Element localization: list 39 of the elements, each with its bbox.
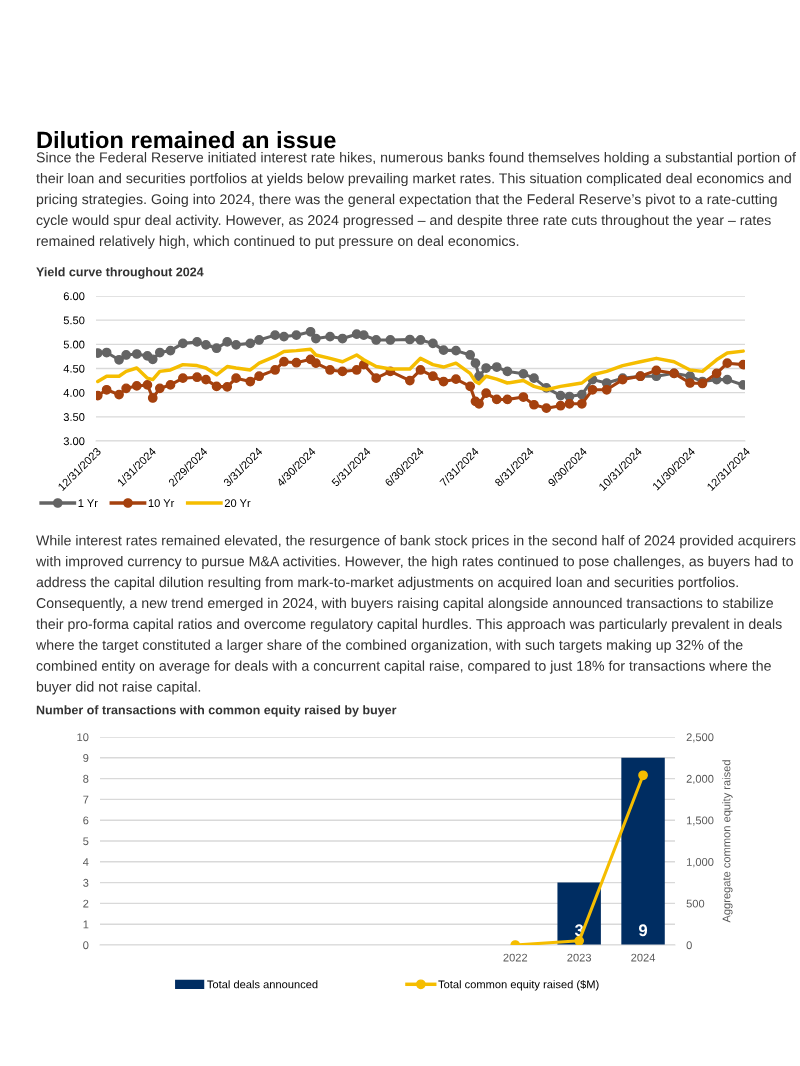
data-label: 9: [639, 924, 648, 937]
y-tick-label: 5.00: [63, 340, 85, 349]
y2-tick-label: 1,500: [686, 816, 714, 826]
y-tick-label: 5.50: [63, 316, 85, 325]
legend-label: Total deals announced: [207, 980, 318, 989]
y-tick-label: 0: [83, 941, 89, 950]
text: Dilution remained an issue: [37, 131, 336, 149]
x-tick-label: 2022: [503, 953, 528, 962]
y2-axis-title: Aggregate common equity raised: [722, 760, 733, 923]
y2-tick-label: 1,000: [686, 858, 714, 868]
y-tick-label: 4.00: [63, 388, 85, 397]
y-tick-label: 3: [83, 878, 89, 887]
y-tick-label: 7: [83, 795, 89, 804]
y2-tick-label: 2,500: [686, 733, 714, 743]
chart-title: Number of transactions with common equity raised by buyer: [36, 705, 397, 717]
y-tick-label: 1: [83, 920, 89, 929]
legend-label: 10 Yr: [148, 499, 175, 508]
y-tick-label: 2: [83, 899, 89, 908]
x-tick-label: 2024: [631, 953, 656, 962]
y-tick-label: 10: [77, 733, 89, 742]
legend-label: 20 Yr: [224, 499, 251, 508]
y2-tick-label: 2,000: [686, 774, 714, 785]
y-tick-label: 4.50: [63, 364, 85, 373]
x-tick-label: 2023: [567, 953, 592, 962]
text: Since the Federal Reserve initiated interest rate hikes, numerous banks found themselves holding a substantial portion of their loan and securities portfolios at yields below prevailing market rates. This situation complicated deal economics and pricing strategies. Going into 2024, there was the general expectation that the Federal Reserve’s pivot to a rate-cutting cycle would spur deal activity. However, as 2024 progressed – and despite three rate cuts throughout the year – rates remained relatively high, which continued to put pressure on deal economics.: [36, 152, 796, 249]
y-tick-label: 4: [82, 858, 89, 866]
y-tick-label: 6: [83, 816, 89, 825]
y-tick-label: 9: [83, 754, 89, 762]
y2-tick-label: 0: [686, 941, 692, 950]
y-tick-label: 6.00: [63, 292, 85, 301]
y-tick-label: 8: [83, 774, 89, 783]
text: While interest rates remained elevated, the resurgence of bank stock prices in the second half of 2024 provided acquirers with improved currency to pursue M&A activities. However, the high rates continued to pose challenges, as buyers had to address the capital dilution resulting from mark-to-market adjustments on acquired loan and securities portfolios. Consequently, a new trend emerged in 2024, with buyers raising capital alongside announced transactions to stabilize their pro-forma capital ratios and overcome regulatory capital hurdles. This approach was particularly prevalent in deals where the target constituted a larger share of the combined organization, with such targets making up 32% of the combined entity on average for deals with a concurrent capital raise, compared to just 18% for transactions where the buyer did not raise capital.: [35, 535, 796, 695]
chart-title: Yield curve throughout 2024: [36, 267, 204, 279]
y2-tick-label: 500: [686, 899, 705, 908]
legend-label: Total common equity raised ($M): [438, 979, 599, 991]
y-tick-label: 5: [83, 837, 89, 846]
legend-label: 1 Yr: [78, 499, 98, 507]
y-tick-label: 3.00: [63, 437, 85, 446]
y-tick-label: 3.50: [63, 413, 85, 421]
